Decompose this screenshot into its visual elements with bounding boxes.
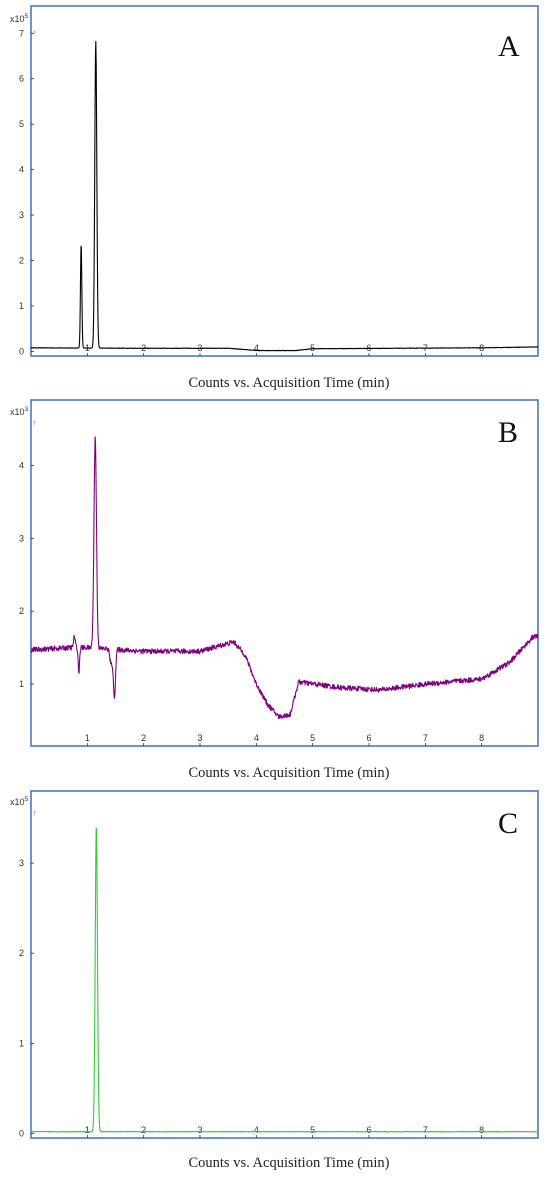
x-tick-label: 5 (310, 343, 315, 353)
y-tick-label: 3 (19, 533, 24, 543)
y-tick-label: 1 (19, 679, 24, 689)
x-tick-label: 6 (366, 733, 371, 743)
x-tick-label: 4 (254, 733, 259, 743)
x-tick-label: 5 (310, 1125, 315, 1135)
panel-b-multiplier: x103 (10, 406, 29, 417)
x-tick-label: 7 (423, 1125, 428, 1135)
panel-c-frame (30, 790, 539, 1139)
panel-c-x-axis-label: Counts vs. Acquisition Time (min) (188, 1155, 389, 1171)
y-tick-label: 2 (19, 256, 24, 266)
panel-b-label: B (498, 416, 518, 449)
y-tick-label: 1 (19, 301, 24, 311)
x-tick-label: 3 (197, 733, 202, 743)
panel-a-label: A (498, 30, 520, 63)
x-tick-label: 2 (141, 1125, 146, 1135)
panel-c: 1 2 3 4 5 6 7 8 0 1 2 3 x105 † C Counts vs. Acquisi… (10, 790, 539, 1171)
x-tick-label: 8 (479, 733, 484, 743)
y-tick-label: 2 (19, 606, 24, 616)
y-tick-label: 0 (19, 346, 24, 356)
panel-a-marker: † (33, 31, 36, 37)
y-tick-label: 5 (19, 119, 24, 129)
panel-c-axis-ticks: 1 2 3 4 5 6 7 8 0 1 2 3 (19, 858, 484, 1138)
panel-b-frame (30, 399, 539, 747)
y-tick-label: 0 (19, 1128, 24, 1138)
x-tick-label: 4 (254, 1125, 259, 1135)
panel-c-label: C (498, 807, 518, 840)
y-tick-label: 4 (19, 461, 24, 471)
x-tick-label: 4 (254, 343, 259, 353)
y-tick-label: 4 (19, 165, 24, 175)
panel-a-x-axis-label: Counts vs. Acquisition Time (min) (188, 375, 389, 391)
y-tick-label: 3 (19, 210, 24, 220)
panel-b-trace (30, 436, 539, 720)
panel-a-trace (30, 40, 539, 352)
y-tick-label: 1 (19, 1038, 24, 1048)
y-tick-label: 6 (19, 74, 24, 84)
x-tick-label: 2 (141, 733, 146, 743)
panel-c-multiplier: x105 (10, 796, 29, 807)
panel-b-axis-ticks: 1 2 3 4 5 6 7 8 1 2 3 4 (19, 461, 484, 746)
panel-b: 1 2 3 4 5 6 7 8 1 2 3 4 x103 † B Counts vs. Acquisi… (10, 399, 539, 781)
y-tick-label: 3 (19, 858, 24, 868)
x-tick-label: 5 (310, 733, 315, 743)
x-tick-label: 7 (423, 733, 428, 743)
panel-a-multiplier: x105 (10, 13, 29, 24)
panel-b-marker: † (33, 421, 36, 427)
x-tick-label: 1 (85, 733, 90, 743)
y-tick-label: 7 (19, 28, 24, 38)
x-tick-label: 8 (479, 1125, 484, 1135)
x-tick-label: 3 (197, 1125, 202, 1135)
x-tick-label: 6 (366, 1125, 371, 1135)
panel-b-x-axis-label: Counts vs. Acquisition Time (min) (188, 765, 389, 781)
panel-a-frame (30, 5, 539, 357)
panel-c-marker: † (33, 811, 36, 817)
panel-c-trace (30, 827, 539, 1133)
y-tick-label: 2 (19, 948, 24, 958)
x-tick-label: 1 (85, 1125, 90, 1135)
